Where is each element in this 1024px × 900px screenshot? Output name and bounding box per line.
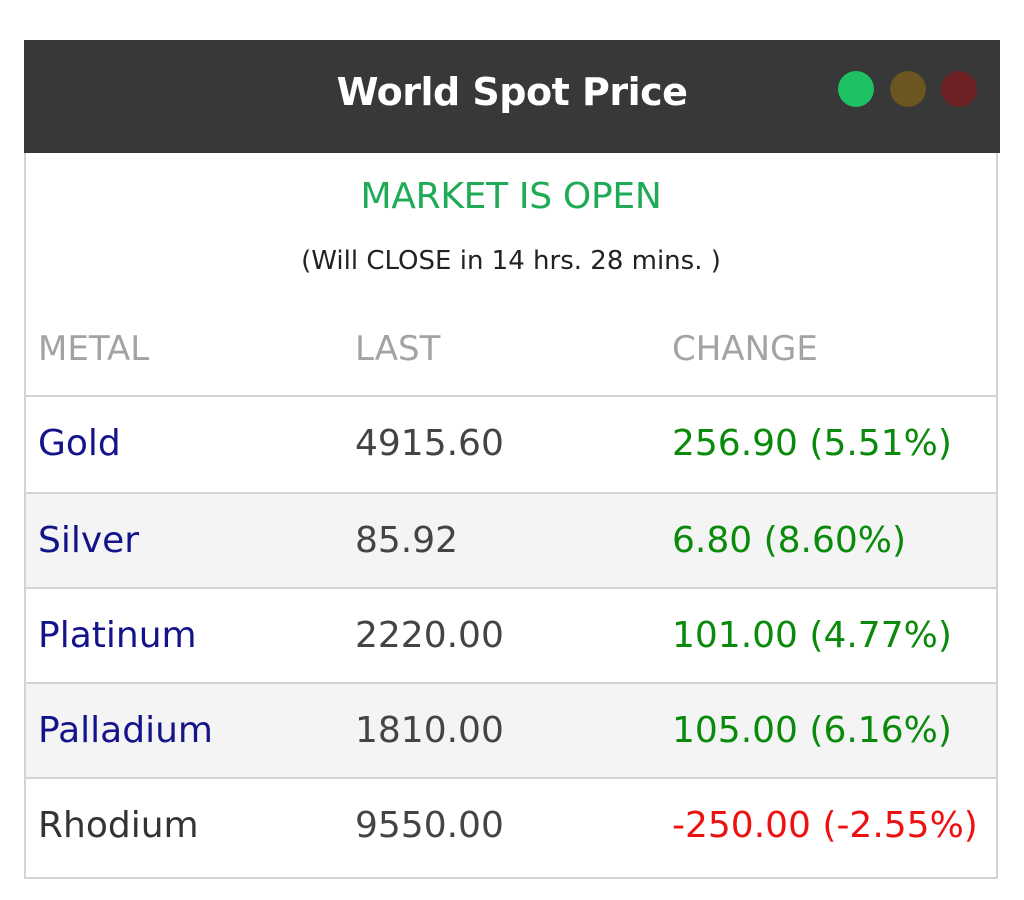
table-row-gold: Gold 4915.60 256.90 (5.51%)	[26, 395, 996, 492]
widget-title: World Spot Price	[336, 70, 688, 114]
price-table: Gold 4915.60 256.90 (5.51%) Silver 85.92…	[26, 395, 996, 872]
price-change: -250.00 (-2.55%)	[672, 805, 978, 846]
last-price: 85.92	[355, 520, 459, 561]
price-change: 256.90 (5.51%)	[672, 423, 952, 464]
price-change: 6.80 (8.60%)	[672, 520, 907, 561]
table-row-palladium: Palladium 1810.00 105.00 (6.16%)	[26, 682, 996, 777]
table-row-platinum: Platinum 2220.00 101.00 (4.77%)	[26, 587, 996, 682]
metal-name-rhodium: Rhodium	[38, 805, 199, 846]
title-bar: World Spot Price	[24, 40, 1000, 153]
market-open-indicator-icon	[838, 71, 874, 107]
last-price: 1810.00	[355, 710, 504, 751]
table-header: METAL LAST CHANGE	[26, 323, 996, 395]
metal-link-silver[interactable]: Silver	[38, 520, 140, 561]
table-row-rhodium: Rhodium 9550.00 -250.00 (-2.55%)	[26, 777, 996, 872]
last-price: 2220.00	[355, 615, 504, 656]
market-pending-indicator-icon	[890, 71, 926, 107]
close-countdown: (Will CLOSE in 14 hrs. 28 mins. )	[301, 246, 721, 276]
market-closed-indicator-icon	[941, 71, 977, 107]
table-row-silver: Silver 85.92 6.80 (8.60%)	[26, 492, 996, 587]
metal-link-gold[interactable]: Gold	[38, 423, 121, 464]
header-change: CHANGE	[672, 329, 818, 369]
spot-price-widget: World Spot Price MARKET IS OPEN (Will CL…	[24, 40, 1000, 879]
last-price: 4915.60	[355, 423, 504, 464]
market-status: MARKET IS OPEN	[360, 176, 662, 217]
header-last: LAST	[355, 329, 441, 369]
price-change: 101.00 (4.77%)	[672, 615, 952, 656]
last-price: 9550.00	[355, 805, 504, 846]
metal-link-platinum[interactable]: Platinum	[38, 615, 197, 656]
price-change: 105.00 (6.16%)	[672, 710, 952, 751]
header-metal: METAL	[38, 329, 150, 369]
metal-link-palladium[interactable]: Palladium	[38, 710, 213, 751]
